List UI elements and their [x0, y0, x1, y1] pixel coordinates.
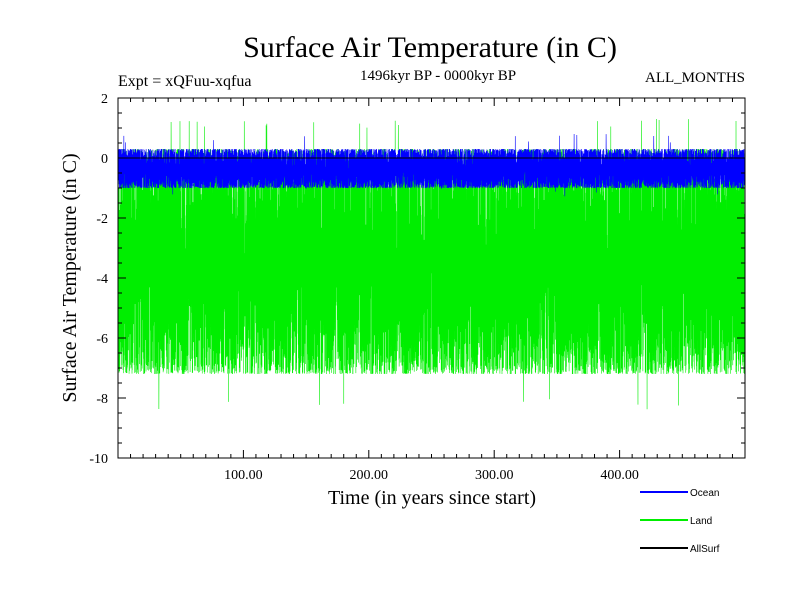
series-land — [118, 119, 745, 410]
legend-label-land: Land — [690, 516, 712, 527]
y-tick-label: -6 — [96, 332, 108, 347]
x-tick-label: 100.00 — [224, 468, 263, 483]
y-tick-label: 0 — [101, 152, 108, 167]
months-label: ALL_MONTHS — [645, 70, 745, 86]
x-tick-label: 400.00 — [600, 468, 639, 483]
x-axis: 100.00 200.00 300.00 400.00 — [130, 98, 733, 483]
x-tick-label: 200.00 — [350, 468, 389, 483]
x-axis-label: Time (in years since start) — [328, 487, 536, 509]
y-tick-label: -10 — [89, 452, 108, 467]
y-tick-label: -8 — [96, 392, 108, 407]
y-tick-label: -4 — [96, 272, 108, 287]
chart-title: Surface Air Temperature (in C) — [243, 31, 617, 64]
legend-label-ocean: Ocean — [690, 488, 719, 499]
y-tick-label: -2 — [96, 212, 108, 227]
experiment-label: Expt = xQFuu-xqfua — [118, 73, 251, 90]
chart-subtitle: 1496kyr BP - 0000kyr BP — [360, 68, 516, 84]
legend: Ocean Land AllSurf — [640, 488, 720, 555]
x-tick-label: 300.00 — [475, 468, 514, 483]
y-axis-label: Surface Air Temperature (in C) — [59, 153, 81, 402]
y-axis: 2 0 -2 -4 -6 -8 -10 — [89, 92, 745, 467]
series-layer — [118, 119, 745, 410]
series-ocean — [118, 134, 745, 197]
legend-label-allsurf: AllSurf — [690, 544, 720, 555]
y-tick-label: 2 — [101, 92, 108, 107]
